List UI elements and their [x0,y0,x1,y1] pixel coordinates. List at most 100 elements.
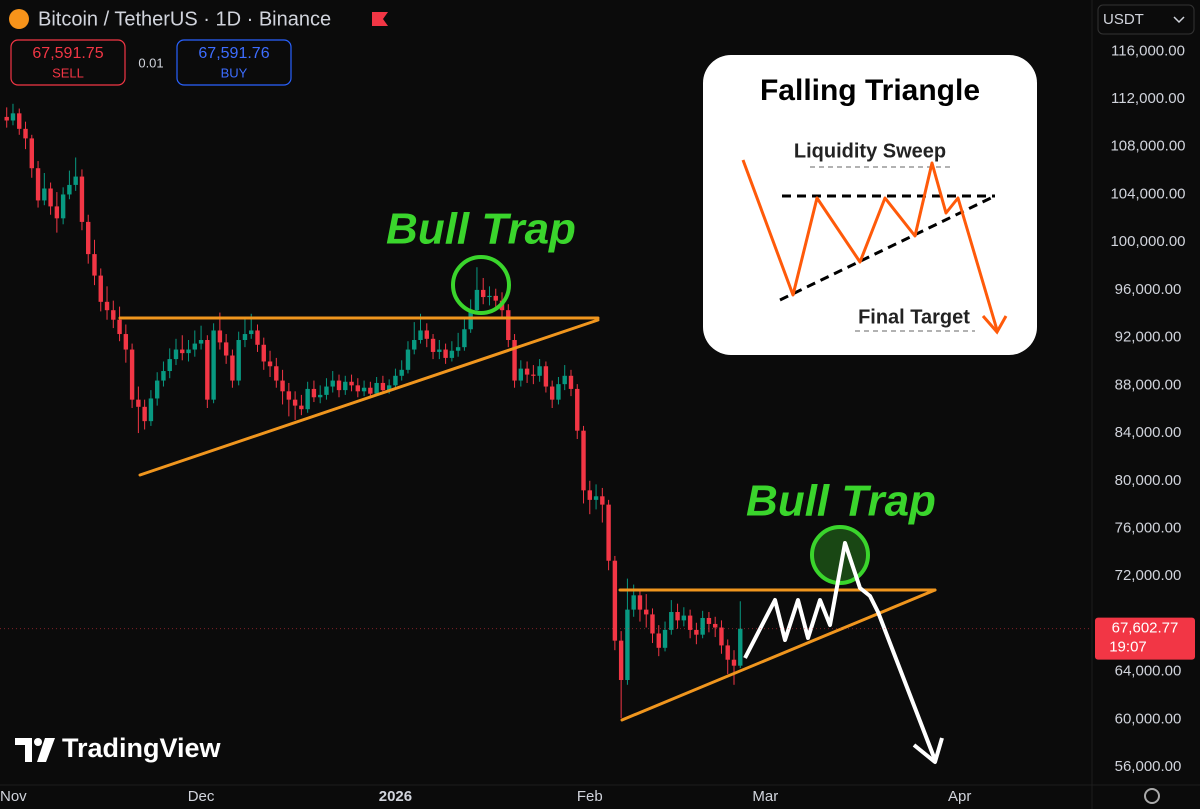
candle-body [361,387,367,392]
candle-body [587,490,592,500]
last-price-box [1095,617,1195,660]
candle-body [54,206,60,219]
candle-body [205,340,210,400]
candle-body [531,374,536,376]
candle-body [299,405,304,410]
candle-body [487,295,492,298]
candle-body [430,338,436,352]
currency[interactable]: USDT [1103,11,1144,28]
candle-body [60,194,66,219]
y-tick-label: 104,000.00 [1110,185,1185,202]
candle-body [437,349,442,352]
candle-body [173,349,179,360]
y-tick-label: 88,000.00 [1115,376,1182,393]
x-tick-label: Feb [577,788,603,805]
candle-body [317,394,323,398]
candle-body [129,349,135,400]
candle-body [86,221,91,255]
candle-body [725,645,730,660]
y-tick-label: 116,000.00 [1111,42,1185,59]
candle-body [618,640,624,681]
y-tick-label: 92,000.00 [1115,329,1182,346]
dropdown-icon[interactable] [1173,16,1185,24]
candle-body [154,380,160,399]
bull-trap-label: Bull Trap [746,477,936,526]
candle-body [374,382,379,394]
candle-body [662,629,668,648]
candle-body [562,375,567,385]
candle-body [267,361,273,367]
y-tick-label: 72,000.00 [1115,567,1182,584]
triangle-2 [618,588,937,722]
candle-body [192,343,198,350]
candle-body [48,188,53,207]
buy-box[interactable] [176,39,292,86]
candle-body [462,329,467,348]
candle-body [92,254,97,276]
candle-body [612,560,618,641]
candle-body [418,330,423,341]
logo-mark [37,738,55,762]
sell-label: SELL [52,65,84,80]
spread: 0.01 [138,55,163,70]
candle-body [625,609,630,681]
candle-body [355,385,361,392]
candle-body [512,340,517,381]
buy-button[interactable]: 67,591.76 BUY [176,39,292,86]
candle-body [712,623,718,628]
candle-body [161,371,166,381]
candle-body [405,349,411,370]
candles [4,103,743,719]
candle-body [669,612,674,630]
buy-price: 67,591.76 [198,45,269,62]
candle-body [506,310,511,341]
candle-body [493,295,498,301]
candle-body [280,380,285,392]
y-tick-label: 100,000.00 [1110,233,1185,250]
candle-body [656,633,661,648]
candle-body [230,355,235,381]
candle-body [217,330,223,343]
sell-box[interactable] [10,39,126,86]
bitcoin-icon [9,9,29,29]
settings-icon[interactable] [1144,788,1160,804]
logo-dot [34,738,42,746]
candle-body [518,368,524,381]
candle-body [380,382,386,391]
candle-body [255,330,260,345]
currency-box[interactable] [1097,4,1195,35]
candle-body [706,617,712,624]
candle-body [393,375,398,386]
candle-body [305,388,310,410]
candle-body [386,385,392,391]
support-line [620,588,937,722]
watermark: TradingView [62,733,222,763]
candle-body [349,381,354,386]
candle-body [330,380,335,387]
symbol-title[interactable]: Bitcoin / TetherUS · 1D · Binance [38,8,331,30]
candle-body [719,627,724,646]
tradingview-logo: TradingView [15,733,222,763]
candle-body [311,388,317,398]
candle-body [198,340,204,344]
inset: Falling Triangle Liquidity Sweep Final T… [703,55,1037,355]
x-tick-label: Apr [948,788,971,805]
candle-body [261,344,266,362]
candle-body [644,609,649,615]
flag-icon[interactable] [372,12,388,26]
last-price-label: 67,602.77 [1112,620,1179,637]
y-tick-label: 64,000.00 [1115,663,1182,680]
candle-body [236,340,241,381]
candle-body [449,350,455,358]
candle-body [17,113,22,129]
candle-body [424,330,429,339]
candle-body [687,615,693,630]
candle-body [606,504,611,561]
inset-label: Final Target [858,306,970,328]
candle-body [274,366,279,381]
sell-button[interactable]: 67,591.75 SELL [10,39,126,86]
candle-body [167,359,172,372]
candle-body [186,349,191,354]
candle-body [292,399,298,406]
candle-body [443,349,448,358]
